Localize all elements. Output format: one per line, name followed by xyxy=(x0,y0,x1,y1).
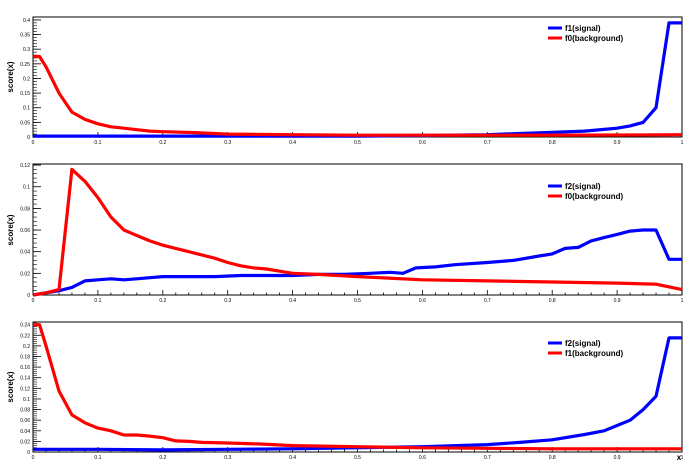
x-tick-label: 0.7 xyxy=(484,455,491,461)
y-tick-label: 0.02 xyxy=(20,271,30,277)
y-tick-label: 0.12 xyxy=(20,163,30,169)
y-tick-label: 0.22 xyxy=(20,333,30,339)
x-tick-label: 0 xyxy=(32,140,35,146)
y-tick-label: 0.1 xyxy=(23,106,30,112)
y-tick-label: 0.08 xyxy=(20,408,30,414)
y-tick-label: 0.4 xyxy=(23,18,30,24)
x-tick-label: 0.9 xyxy=(614,455,621,461)
x-tick-label: 0.3 xyxy=(224,455,231,461)
x-axis-label: x xyxy=(677,453,682,462)
legend-label: f2(signal) xyxy=(565,182,601,191)
legend-label: f1(background) xyxy=(565,349,624,358)
x-tick-label: 0.4 xyxy=(289,455,296,461)
y-tick-label: 0.06 xyxy=(20,418,30,424)
x-tick-label: 0.5 xyxy=(354,298,361,304)
series-line-0 xyxy=(33,21,682,138)
x-tick-label: 0.6 xyxy=(419,298,426,304)
y-tick-label: 0.15 xyxy=(20,91,30,97)
x-tick-label: 0.8 xyxy=(549,140,556,146)
x-tick-label: 0.9 xyxy=(614,298,621,304)
series-line-0 xyxy=(32,228,682,297)
y-axis-label: score(x) xyxy=(6,214,15,245)
panel-2-marks: 0 0.1 0.2 0.3 0.4 0.5 0.6 0.7 0.8 0.9 1 0 0.02 0.04 0.… xyxy=(20,322,684,461)
legend-label: f1(signal) xyxy=(565,24,601,33)
x-tick-label: 1 xyxy=(681,140,684,146)
y-tick-label: 0.3 xyxy=(23,47,30,53)
x-tick-label: 0.3 xyxy=(224,298,231,304)
series-line-1 xyxy=(33,323,682,451)
series-line-0 xyxy=(33,336,682,452)
legend-label: f0(background) xyxy=(565,34,624,43)
x-tick-label: 0.5 xyxy=(354,455,361,461)
x-tick-label: 0.4 xyxy=(289,298,296,304)
x-tick-label: 0.2 xyxy=(159,140,166,146)
x-tick-label: 1 xyxy=(681,298,684,304)
y-tick-label: 0.04 xyxy=(20,250,30,256)
legend-label: f2(signal) xyxy=(565,339,601,348)
y-tick-label: 0.12 xyxy=(20,386,30,392)
y-tick-label: 0 xyxy=(27,450,30,456)
x-tick-label: 0 xyxy=(32,298,35,304)
y-tick-label: 0.24 xyxy=(20,323,30,329)
y-tick-label: 0.25 xyxy=(20,62,30,68)
x-tick-label: 0.3 xyxy=(224,140,231,146)
y-tick-label: 0.05 xyxy=(20,120,30,126)
x-tick-label: 0.8 xyxy=(549,455,556,461)
y-tick-label: 0.16 xyxy=(20,365,30,371)
y-tick-label: 0.35 xyxy=(20,33,30,39)
y-tick-label: 0.02 xyxy=(20,439,30,445)
legend-label: f0(background) xyxy=(565,192,624,201)
series-line-1 xyxy=(32,167,683,297)
x-tick-label: 0.7 xyxy=(484,298,491,304)
y-axis-label: score(x) xyxy=(6,61,15,92)
y-tick-label: 0.1 xyxy=(23,185,30,191)
y-tick-label: 0.14 xyxy=(20,376,30,382)
x-tick-label: 0.2 xyxy=(159,298,166,304)
y-axis-label: score(x) xyxy=(6,371,15,402)
panel-1-marks: 0 0.1 0.2 0.3 0.4 0.5 0.6 0.7 0.8 0.9 1 0 0.02 0.04 0.… xyxy=(20,163,683,304)
panel-0-marks: 0 0.1 0.2 0.3 0.4 0.5 0.6 0.7 0.8 0.9 1 0 0.05 0.1 0.1… xyxy=(20,16,684,146)
x-tick-label: 0.1 xyxy=(94,455,101,461)
x-tick-label: 0.1 xyxy=(94,298,101,304)
x-tick-label: 0.6 xyxy=(419,455,426,461)
y-tick-label: 0 xyxy=(27,135,30,141)
y-tick-label: 0.2 xyxy=(23,76,30,82)
x-tick-label: 1 xyxy=(681,455,684,461)
x-tick-label: 0.7 xyxy=(484,140,491,146)
y-tick-label: 0.1 xyxy=(23,397,30,403)
series-line-1 xyxy=(33,54,683,137)
x-tick-label: 0.4 xyxy=(289,140,296,146)
x-tick-label: 0.9 xyxy=(614,140,621,146)
x-tick-label: 0 xyxy=(32,455,35,461)
y-tick-label: 0.2 xyxy=(23,344,30,350)
x-tick-label: 0.5 xyxy=(354,140,361,146)
y-tick-label: 0.04 xyxy=(20,429,30,435)
x-tick-label: 0.1 xyxy=(94,140,101,146)
x-tick-label: 0.8 xyxy=(549,298,556,304)
y-tick-label: 0 xyxy=(27,293,30,299)
x-tick-label: 0.2 xyxy=(159,455,166,461)
y-tick-label: 0.18 xyxy=(20,354,30,360)
y-tick-label: 0.06 xyxy=(20,228,30,234)
y-tick-label: 0.08 xyxy=(20,206,30,212)
x-tick-label: 0.6 xyxy=(419,140,426,146)
